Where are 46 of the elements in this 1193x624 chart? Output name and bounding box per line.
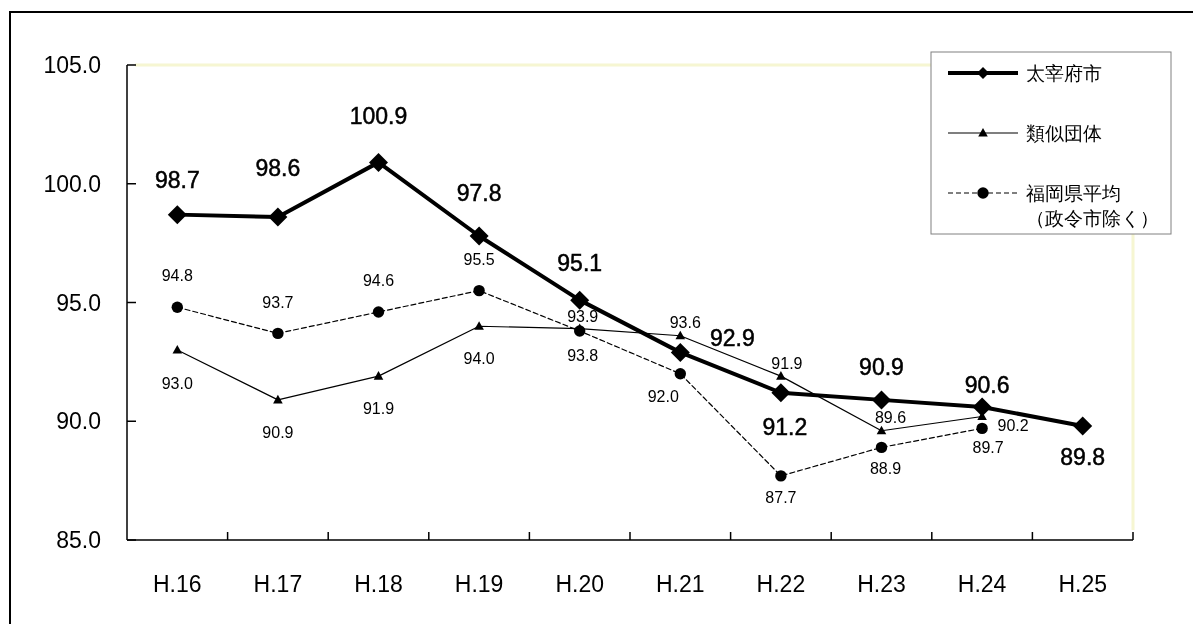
data-label: 97.8 — [456, 180, 502, 206]
data-label: 93.0 — [161, 374, 193, 392]
data-label: 93.8 — [567, 346, 599, 364]
data-label: 90.9 — [262, 424, 294, 442]
legend-label: 太宰府市 — [1026, 62, 1102, 84]
data-label: 93.6 — [669, 314, 701, 332]
y-tick-label: 95.0 — [56, 289, 101, 316]
data-label: 92.0 — [647, 388, 679, 406]
data-label: 89.8 — [1060, 444, 1106, 470]
x-tick-label: H.19 — [454, 571, 504, 597]
data-label: 91.9 — [362, 399, 395, 417]
legend-label: 福岡県平均（政令市除く） — [1026, 182, 1159, 229]
x-tick-label: H.25 — [1058, 571, 1107, 597]
x-tick-label: H.17 — [253, 571, 303, 597]
data-label: 94.0 — [463, 349, 495, 367]
data-label: 90.2 — [997, 417, 1029, 434]
x-tick-label: H.24 — [957, 571, 1007, 597]
data-label: 94.8 — [161, 266, 193, 284]
x-tick-label: H.18 — [354, 571, 403, 597]
data-label: 95.1 — [557, 250, 603, 277]
data-label: 95.5 — [463, 251, 495, 269]
x-tick-label: H.21 — [656, 571, 705, 597]
y-tick-label: 90.0 — [56, 408, 101, 435]
data-label: 91.2 — [762, 413, 808, 440]
data-label: 88.9 — [869, 459, 902, 477]
data-label: 100.9 — [349, 103, 408, 130]
x-tick-label: H.16 — [153, 571, 202, 597]
data-label: 93.7 — [262, 293, 294, 311]
data-label: 91.9 — [771, 354, 803, 372]
y-tick-label: 85.0 — [56, 527, 101, 553]
data-label: 90.6 — [964, 372, 1010, 398]
legend-label: 類似団体 — [1026, 122, 1102, 144]
data-label: 93.9 — [567, 308, 599, 326]
data-label: 89.7 — [972, 438, 1004, 456]
x-tick-label: H.20 — [555, 571, 604, 597]
data-label: 98.7 — [154, 166, 200, 193]
data-label: 90.9 — [859, 353, 904, 380]
y-tick-label: 100.0 — [43, 170, 101, 197]
data-label: 87.7 — [765, 489, 797, 507]
data-label: 92.9 — [709, 325, 755, 352]
x-tick-label: H.22 — [756, 571, 806, 597]
x-tick-label: H.23 — [857, 571, 906, 597]
data-label: 89.6 — [874, 409, 907, 427]
y-tick-label: 105.0 — [43, 52, 101, 78]
data-label: 94.6 — [362, 271, 395, 289]
data-label: 98.6 — [255, 155, 301, 181]
